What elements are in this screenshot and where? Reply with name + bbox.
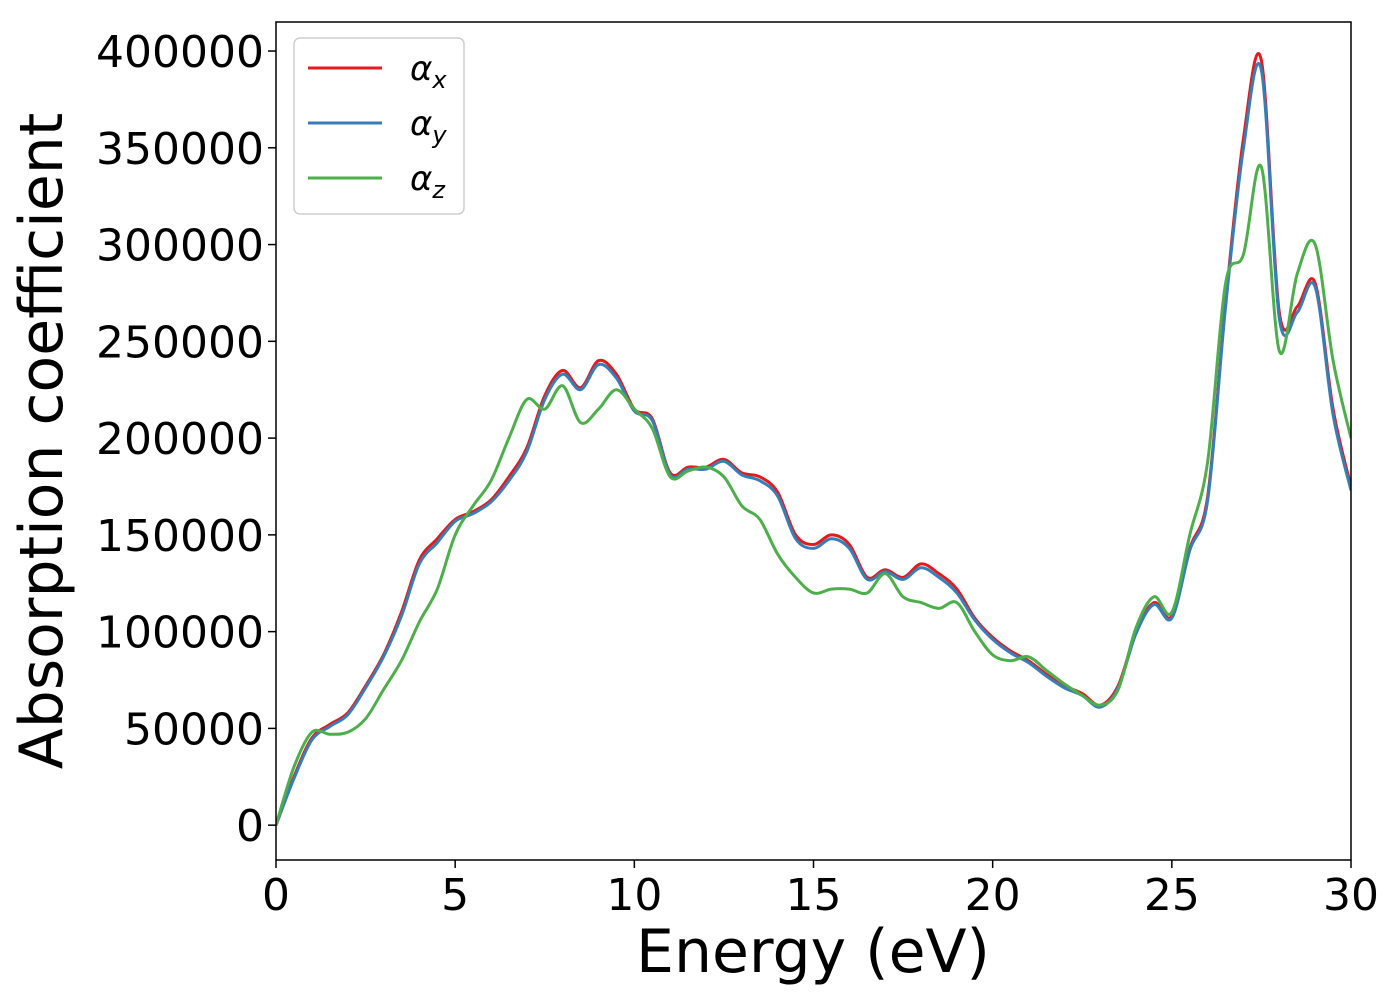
legend-box	[293, 37, 465, 215]
legend-label-subscript: y	[431, 121, 447, 149]
x-axis-title: Energy (eV)	[636, 917, 990, 987]
y-tick-label: 150000	[96, 511, 264, 562]
x-tick-label: 0	[262, 870, 290, 921]
y-axis-ticks: 0 50000 100000 150000 200000 250000 300000 3500…	[96, 27, 276, 852]
y-tick-label: 100000	[96, 608, 264, 659]
legend-label-alpha-x: αx	[410, 49, 447, 94]
series-line-alpha-z	[276, 163, 1351, 826]
x-tick-label: 30	[1323, 870, 1379, 921]
x-tick-label: 20	[965, 870, 1021, 921]
legend-label-symbol: α	[410, 159, 432, 199]
y-tick-label: 0	[236, 801, 264, 852]
x-tick-label: 10	[606, 870, 662, 921]
legend-label-symbol: α	[410, 104, 432, 144]
x-axis-ticks: 0 5 10 15 20 25 30	[262, 860, 1379, 921]
series-layer	[276, 52, 1351, 826]
y-tick-label: 300000	[96, 221, 264, 272]
legend-label-alpha-y: αy	[410, 104, 447, 149]
x-tick-label: 5	[441, 870, 469, 921]
y-tick-label: 250000	[96, 317, 264, 368]
y-tick-label: 50000	[124, 704, 264, 755]
y-tick-label: 400000	[96, 27, 264, 78]
legend-label-symbol: α	[410, 49, 432, 89]
y-axis-title: Absorption coefficient	[7, 113, 77, 770]
legend-label-subscript: x	[431, 66, 447, 94]
y-tick-label: 350000	[96, 124, 264, 175]
legend-label-alpha-z: αz	[410, 159, 446, 204]
x-tick-label: 25	[1144, 870, 1200, 921]
legend-label-subscript: z	[431, 176, 446, 204]
x-tick-label: 15	[786, 870, 842, 921]
y-tick-label: 200000	[96, 414, 264, 465]
